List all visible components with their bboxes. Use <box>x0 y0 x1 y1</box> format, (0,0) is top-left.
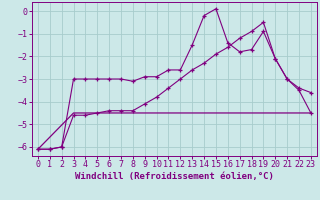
X-axis label: Windchill (Refroidissement éolien,°C): Windchill (Refroidissement éolien,°C) <box>75 172 274 181</box>
